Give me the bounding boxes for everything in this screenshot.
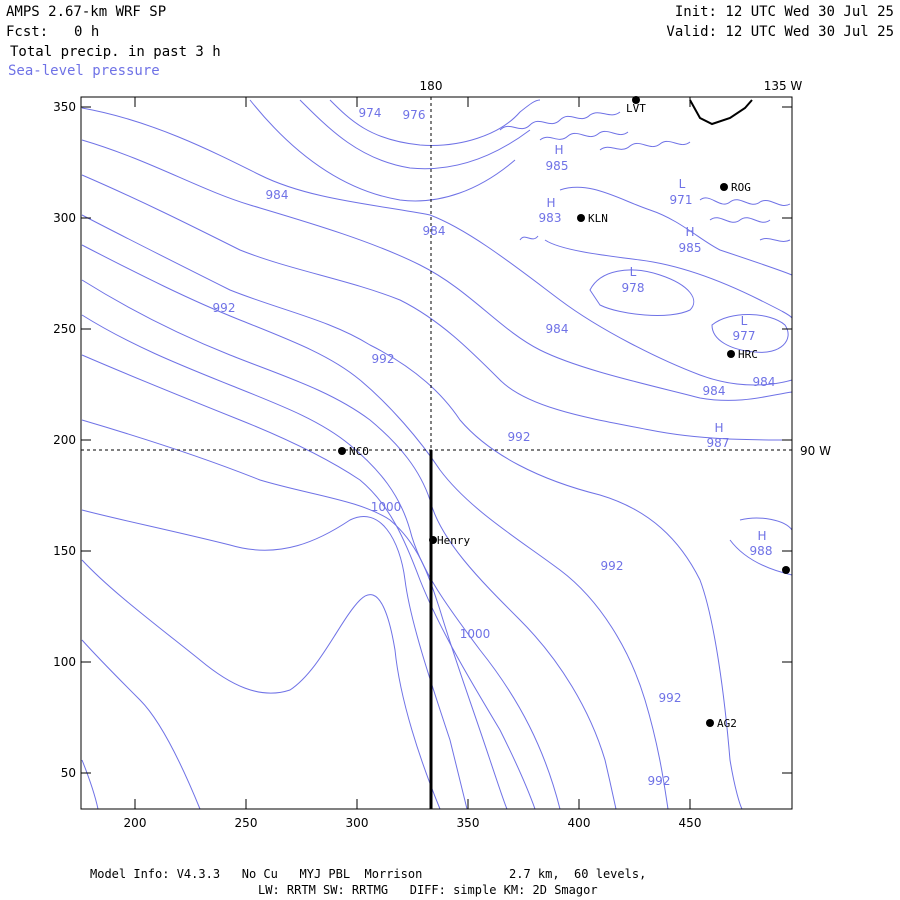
overlay-title: Sea-level pressure	[8, 63, 160, 79]
isobar-contours	[81, 99, 793, 810]
y-tick-label: 250	[53, 322, 76, 336]
stations: LVT ROG KLN HRC NCO Henry AG2	[338, 96, 790, 730]
contour-label: 971	[670, 193, 693, 207]
low-marker: L	[679, 177, 686, 191]
station-dot	[727, 350, 735, 358]
map-frame	[80, 96, 793, 810]
y-tick-marks	[81, 97, 792, 809]
high-marker: H	[757, 529, 766, 543]
station-dot	[429, 536, 437, 544]
station-dot	[632, 96, 640, 104]
contour-label: 992	[659, 691, 682, 705]
station-label: NCO	[349, 445, 369, 458]
coastline	[689, 99, 753, 126]
contour-label: 984	[703, 384, 726, 398]
valid-time: Valid: 12 UTC Wed 30 Jul 25	[666, 24, 894, 40]
y-tick-label: 100	[53, 655, 76, 669]
contour-label: 988	[750, 544, 773, 558]
contour-label: 978	[622, 281, 645, 295]
contour-label: 992	[508, 430, 531, 444]
contour-label: 985	[546, 159, 569, 173]
model-info-line2: LW: RRTM SW: RRTMG DIFF: simple KM: 2D S…	[258, 883, 598, 897]
contour-label: 987	[707, 436, 730, 450]
contour-label: 984	[266, 188, 289, 202]
station-dot	[782, 566, 790, 574]
model-info-line1: Model Info: V4.3.3 No Cu MYJ PBL Morriso…	[90, 867, 647, 881]
station-label: AG2	[717, 717, 737, 730]
contour-label: 1000	[371, 500, 402, 514]
contour-label: 984	[753, 375, 776, 389]
contour-label: 992	[648, 774, 671, 788]
high-marker: H	[685, 225, 694, 239]
high-marker: H	[714, 421, 723, 435]
field-title: Total precip. in past 3 h	[10, 44, 221, 60]
station-label: LVT	[626, 102, 646, 115]
contour-label: 992	[372, 352, 395, 366]
station-dot	[720, 183, 728, 191]
lon-label-180: 180	[420, 79, 443, 93]
contour-label: 984	[546, 322, 569, 336]
init-time: Init: 12 UTC Wed 30 Jul 25	[674, 4, 894, 20]
forecast-hour: 0 h	[74, 24, 100, 40]
high-marker: H	[554, 143, 563, 157]
contour-label: 984	[423, 224, 446, 238]
forecast-label: Fcst:	[6, 24, 49, 40]
contour-label: 983	[539, 211, 562, 225]
contour-label: 992	[213, 301, 236, 315]
y-tick-label: 200	[53, 433, 76, 447]
x-tick-label: 200	[124, 816, 147, 830]
y-tick-label: 350	[53, 100, 76, 114]
station-label: KLN	[588, 212, 608, 225]
station-dot	[338, 447, 346, 455]
high-marker: H	[546, 196, 555, 210]
x-tick-label: 450	[679, 816, 702, 830]
x-tick-label: 250	[235, 816, 258, 830]
station-label: ROG	[731, 181, 751, 194]
station-label: HRC	[738, 348, 758, 361]
pressure-centers: H H L H L L H H	[546, 143, 766, 543]
contour-labels: 974 976 984 984 985 983 971 985 978 977 …	[213, 106, 776, 788]
x-tick-label: 400	[568, 816, 591, 830]
station-label: Henry	[437, 534, 470, 547]
lat-label-90w: 90 W	[800, 444, 831, 458]
lon-label-135w: 135 W	[764, 79, 803, 93]
y-tick-label: 50	[61, 766, 76, 780]
contour-label: 977	[733, 329, 756, 343]
low-marker: L	[741, 314, 748, 328]
low-marker: L	[630, 265, 637, 279]
x-tick-label: 350	[457, 816, 480, 830]
model-title: AMPS 2.67-km WRF SP	[6, 4, 167, 20]
contour-label: 974	[359, 106, 382, 120]
station-dot	[706, 719, 714, 727]
contour-label: 1000	[460, 627, 491, 641]
y-tick-label: 300	[53, 211, 76, 225]
station-dot	[577, 214, 585, 222]
contour-label: 976	[403, 108, 426, 122]
y-tick-label: 150	[53, 544, 76, 558]
contour-label: 985	[679, 241, 702, 255]
x-tick-label: 300	[346, 816, 369, 830]
contour-label: 992	[601, 559, 624, 573]
